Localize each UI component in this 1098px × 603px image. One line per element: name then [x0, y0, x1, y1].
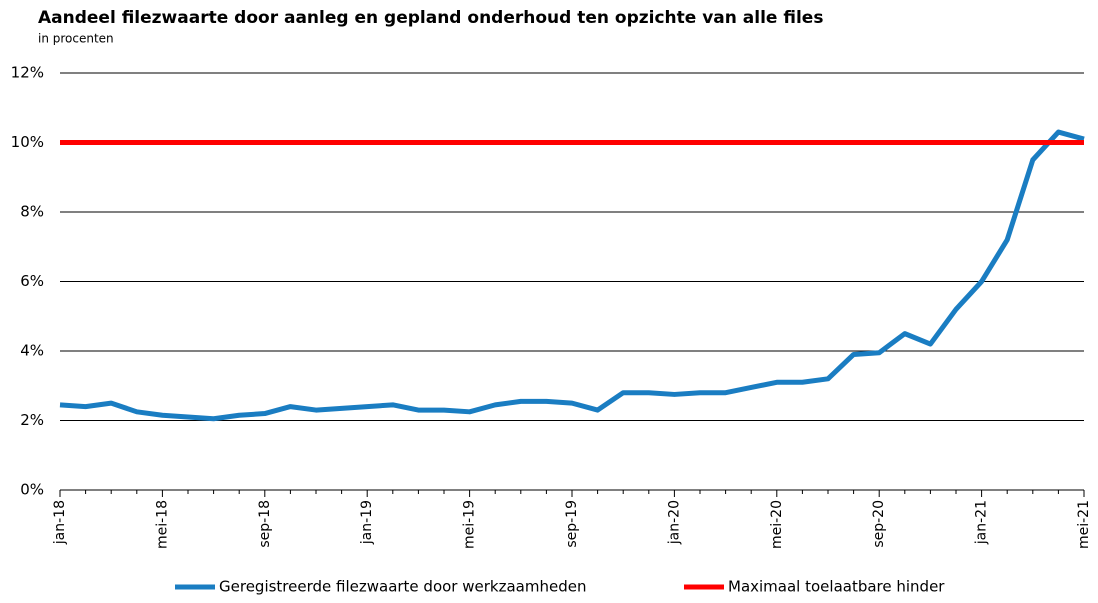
y-tick-label: 8%: [20, 203, 44, 221]
y-tick-label: 12%: [11, 64, 44, 82]
x-tick-label: jan-19: [359, 500, 375, 545]
legend-label: Geregistreerde filezwaarte door werkzaam…: [219, 578, 586, 596]
x-tick-label: jan-20: [666, 500, 682, 545]
x-tick-label: sep-20: [871, 500, 887, 548]
x-tick-label: mei-20: [769, 500, 785, 549]
series-line: [59, 129, 1085, 422]
chart-subtitle: in procenten: [38, 32, 114, 46]
y-tick-label: 6%: [20, 272, 44, 290]
y-tick-label: 0%: [20, 481, 44, 499]
y-tick-label: 10%: [11, 133, 44, 151]
x-tick-label: sep-19: [564, 500, 580, 548]
y-tick-label: 2%: [20, 411, 44, 429]
x-tick-label: jan-18: [52, 500, 68, 545]
y-tick-label: 4%: [20, 342, 44, 360]
x-tick-label: sep-18: [257, 500, 273, 548]
x-tick-label: mei-18: [154, 500, 170, 549]
chart-title: Aandeel filezwaarte door aanleg en gepla…: [38, 8, 823, 28]
legend-label: Maximaal toelaatbare hinder: [728, 578, 945, 596]
x-tick-label: mei-21: [1076, 500, 1092, 549]
x-tick-label: mei-19: [462, 500, 478, 549]
x-tick-label: jan-21: [974, 500, 990, 545]
